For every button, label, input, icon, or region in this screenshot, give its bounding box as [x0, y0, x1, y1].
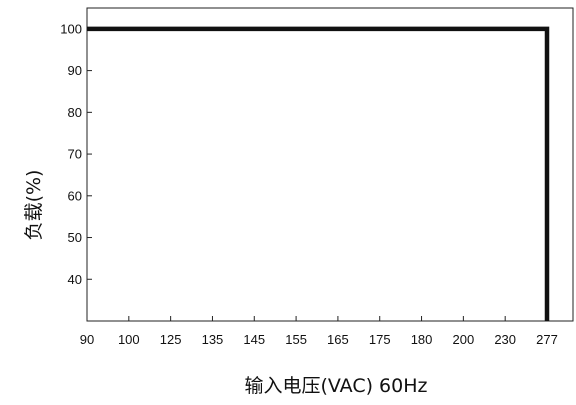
- x-tick-label: 135: [202, 332, 224, 347]
- x-tick-label: 100: [118, 332, 140, 347]
- derating-line: [87, 26, 550, 321]
- x-tick-label: 180: [411, 332, 433, 347]
- y-tick-label: 100: [60, 21, 82, 36]
- x-axis-ticks: 90 100 125 135 145 155 165 175 180 200 230 277: [80, 316, 558, 347]
- x-tick-label: 145: [243, 332, 265, 347]
- x-tick-label: 230: [494, 332, 516, 347]
- y-tick-label: 40: [68, 272, 82, 287]
- x-axis-title: 输入电压(VAC) 60Hz: [244, 375, 427, 397]
- y-tick-label: 60: [68, 188, 82, 203]
- y-tick-label: 70: [68, 147, 82, 162]
- x-tick-label: 90: [80, 332, 94, 347]
- plot-frame: [86, 7, 574, 322]
- series-layer: [87, 26, 550, 321]
- x-tick-label: 175: [369, 332, 391, 347]
- x-tick-label: 155: [285, 332, 307, 347]
- y-tick-label: 50: [68, 230, 82, 245]
- x-tick-label: 125: [160, 332, 182, 347]
- y-axis-ticks: 40 50 60 70 80 90 100: [60, 21, 92, 287]
- y-tick-label: 80: [68, 105, 82, 120]
- x-tick-label: 200: [453, 332, 475, 347]
- x-tick-label: 165: [327, 332, 349, 347]
- x-tick-label: 277: [536, 332, 558, 347]
- y-tick-label: 90: [68, 63, 82, 78]
- y-axis-title: 负载(%): [23, 170, 45, 241]
